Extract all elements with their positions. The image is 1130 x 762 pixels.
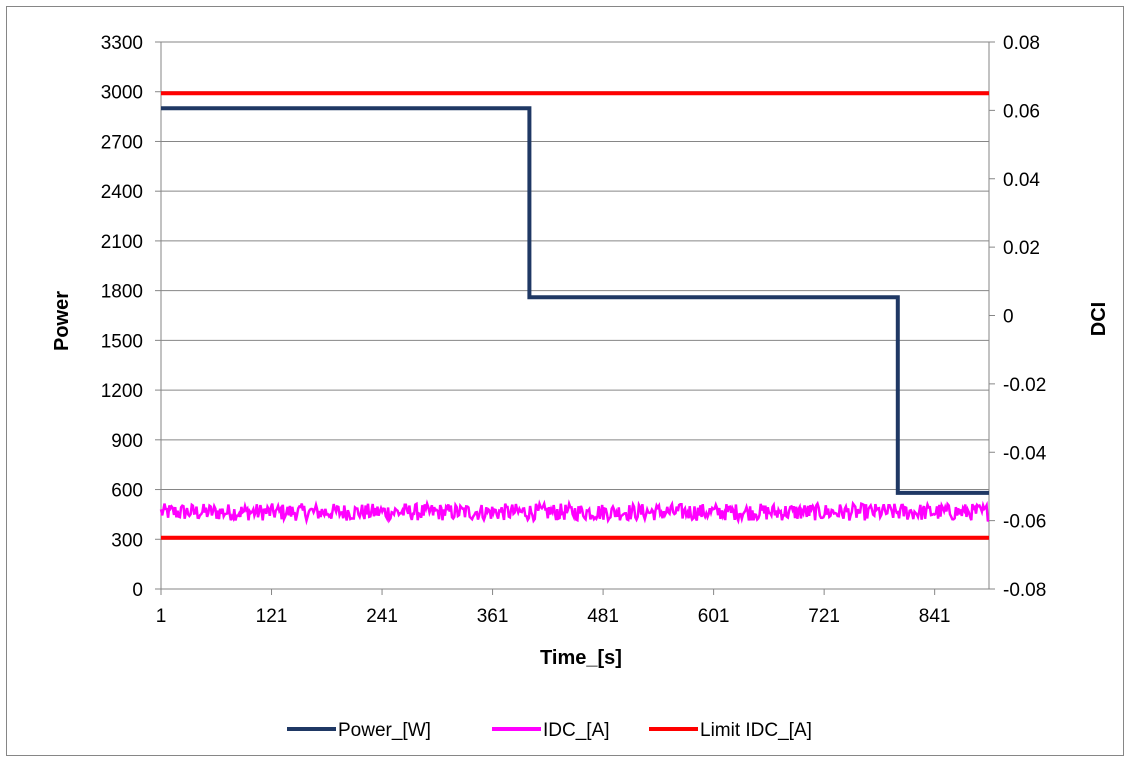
y-axis-ticks: 0 300 600 900 1200 1500 1800 2100 2400 2700 3000 33… xyxy=(101,33,161,601)
y-tick-label: 1500 xyxy=(101,331,143,352)
y-tick-label: 2100 xyxy=(101,232,143,253)
x-tick-label: 841 xyxy=(919,606,951,627)
series-layer xyxy=(159,91,990,540)
y2-tick-label: -0.02 xyxy=(1003,375,1046,396)
y-tick-label: 1800 xyxy=(101,282,143,303)
y2-tick-label: -0.04 xyxy=(1003,443,1047,464)
y-tick-label: 3000 xyxy=(101,83,143,104)
y2-tick-label: 0.04 xyxy=(1003,170,1040,191)
x-tick-label: 601 xyxy=(698,606,730,627)
legend-item-limit-idc: Limit IDC_[A] xyxy=(649,720,812,741)
y-tick-label: 300 xyxy=(111,530,143,551)
y2-axis-ticks: -0.08 -0.06 -0.04 -0.02 0 0.02 0.04 0.06 0.08 xyxy=(989,33,1047,601)
x-tick-label: 121 xyxy=(256,606,288,627)
y2-tick-label: 0.08 xyxy=(1003,33,1040,54)
x-tick-label: 1 xyxy=(156,606,167,627)
legend: Power_[W] IDC_[A] Limit IDC_[A] xyxy=(287,720,812,741)
legend-label-idc: IDC_[A] xyxy=(543,720,610,741)
x-tick-label: 721 xyxy=(808,606,840,627)
y2-tick-label: -0.08 xyxy=(1003,580,1046,601)
x-tick-label: 361 xyxy=(477,606,509,627)
legend-item-idc: IDC_[A] xyxy=(492,720,610,741)
y2-tick-label: 0.06 xyxy=(1003,101,1040,122)
y2-tick-label: -0.06 xyxy=(1003,512,1046,533)
gridlines xyxy=(161,41,989,540)
y2-axis-title: DCI xyxy=(1088,302,1110,336)
legend-label-power: Power_[W] xyxy=(338,720,431,741)
x-tick-label: 241 xyxy=(366,606,398,627)
y-tick-label: 900 xyxy=(111,431,143,452)
y-tick-label: 3300 xyxy=(101,33,143,54)
chart: 0 300 600 900 1200 1500 1800 2100 2400 2700 3000 33… xyxy=(51,33,1110,741)
series-line-power xyxy=(161,106,989,495)
y-tick-label: 0 xyxy=(132,580,143,601)
legend-item-power: Power_[W] xyxy=(287,720,431,741)
y-tick-label: 1200 xyxy=(101,381,143,402)
y2-tick-label: 0 xyxy=(1003,307,1014,328)
y-axis-title: Power xyxy=(51,291,73,351)
x-axis-ticks: 1 121 241 361 481 601 721 841 xyxy=(156,589,951,627)
x-axis-title: Time_[s] xyxy=(540,647,622,669)
y2-tick-label: 0.02 xyxy=(1003,238,1040,259)
y-tick-label: 600 xyxy=(111,481,143,502)
y-tick-label: 2700 xyxy=(101,132,143,153)
x-tick-label: 481 xyxy=(587,606,619,627)
series-line-idc xyxy=(159,499,990,526)
y-tick-label: 2400 xyxy=(101,182,143,203)
chart-frame: 0 300 600 900 1200 1500 1800 2100 2400 2700 3000 33… xyxy=(6,6,1124,756)
legend-label-limit-idc: Limit IDC_[A] xyxy=(700,720,812,741)
